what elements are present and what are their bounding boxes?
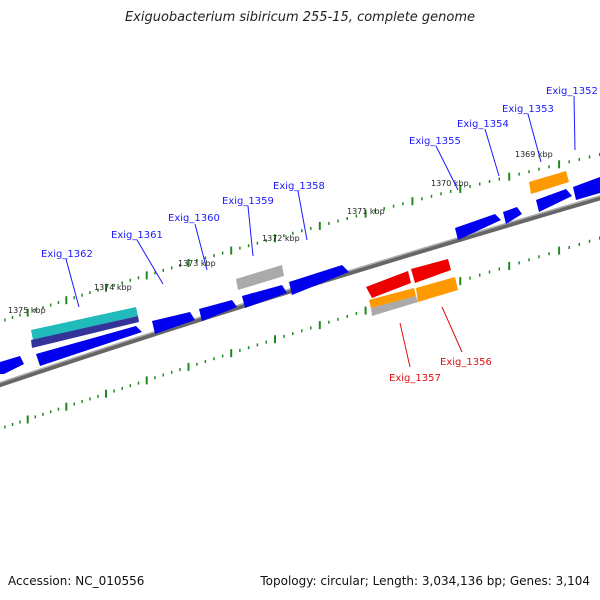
map-title: Exiguobacterium sibiricum 255-15, comple… bbox=[124, 10, 476, 25]
gene-label[interactable]: Exig_1353 bbox=[502, 104, 554, 115]
gene-label[interactable]: Exig_1358 bbox=[273, 181, 325, 192]
leader-line bbox=[573, 95, 576, 151]
topology-text: Topology: circular; Length: 3,034,136 bp… bbox=[260, 574, 590, 588]
gene-arrow[interactable] bbox=[0, 356, 24, 374]
accession-text: Accession: NC_010556 bbox=[8, 574, 145, 588]
leader-line bbox=[527, 113, 542, 163]
gene-label[interactable]: Exig_1359 bbox=[222, 196, 274, 207]
gene-arrow-gray[interactable] bbox=[371, 296, 418, 316]
gene-arrow[interactable] bbox=[199, 300, 237, 321]
leader-line bbox=[297, 190, 308, 241]
kbp-label: 1374 kbp bbox=[94, 283, 132, 292]
gene-arrow-red[interactable] bbox=[366, 271, 411, 298]
gene-arrow[interactable] bbox=[573, 177, 600, 200]
gene-label[interactable]: Exig_1362 bbox=[41, 249, 93, 260]
leader-line bbox=[399, 322, 411, 368]
gene-arrow-teal[interactable] bbox=[31, 307, 138, 340]
gene-arrow[interactable] bbox=[289, 265, 349, 295]
gene-label[interactable]: Exig_1357 bbox=[389, 373, 441, 384]
gene-label[interactable]: Exig_1361 bbox=[111, 230, 163, 241]
gene-arrow-orange[interactable] bbox=[529, 171, 569, 194]
gene-label[interactable]: Exig_1355 bbox=[409, 136, 461, 147]
gene-arrow[interactable] bbox=[536, 189, 572, 212]
leader-line bbox=[247, 205, 254, 257]
gene-label[interactable]: Exig_1354 bbox=[457, 119, 509, 130]
leader-line bbox=[65, 258, 80, 308]
gene-arrow-navy[interactable] bbox=[31, 316, 139, 348]
gene-arrow[interactable] bbox=[152, 312, 195, 334]
kbp-label: 1369 kbp bbox=[515, 150, 553, 159]
gene-label[interactable]: Exig_1352 bbox=[546, 86, 598, 97]
leader-line bbox=[484, 128, 500, 177]
forward-gene-labels: Exig_1352 Exig_1353 Exig_1354 Exig_1355 … bbox=[41, 86, 598, 308]
gene-label[interactable]: Exig_1356 bbox=[440, 357, 492, 368]
gene-arrow-gray[interactable] bbox=[236, 265, 284, 290]
gene-arrow[interactable] bbox=[36, 326, 142, 366]
gene-arrow-orange[interactable] bbox=[416, 277, 458, 302]
leader-line bbox=[194, 223, 208, 271]
reverse-genes bbox=[366, 259, 458, 316]
gene-arrow-red[interactable] bbox=[411, 259, 451, 283]
gene-arrow-orange[interactable] bbox=[369, 288, 416, 308]
gene-label[interactable]: Exig_1360 bbox=[168, 213, 220, 224]
leader-line bbox=[136, 239, 164, 285]
kbp-labels: 1369 kbp 1370 kbp 1371 kbp 1372 kbp 1373… bbox=[8, 150, 553, 315]
reverse-gene-labels: Exig_1356 Exig_1357 bbox=[389, 306, 492, 384]
leader-line bbox=[435, 145, 459, 191]
gene-arrow[interactable] bbox=[455, 214, 501, 240]
outer-tick-track bbox=[4, 153, 600, 322]
gene-arrow[interactable] bbox=[242, 285, 287, 308]
kbp-label: 1371 kbp bbox=[347, 207, 385, 216]
leader-line bbox=[441, 306, 463, 353]
special-genes bbox=[31, 171, 569, 348]
kbp-label: 1375 kbp bbox=[8, 306, 46, 315]
kbp-label: 1370 kbp bbox=[431, 179, 469, 188]
forward-genes bbox=[0, 177, 600, 374]
kbp-label: 1372 kbp bbox=[262, 234, 300, 243]
gene-arrow[interactable] bbox=[503, 207, 522, 224]
kbp-label: 1373 kbp bbox=[178, 259, 216, 268]
